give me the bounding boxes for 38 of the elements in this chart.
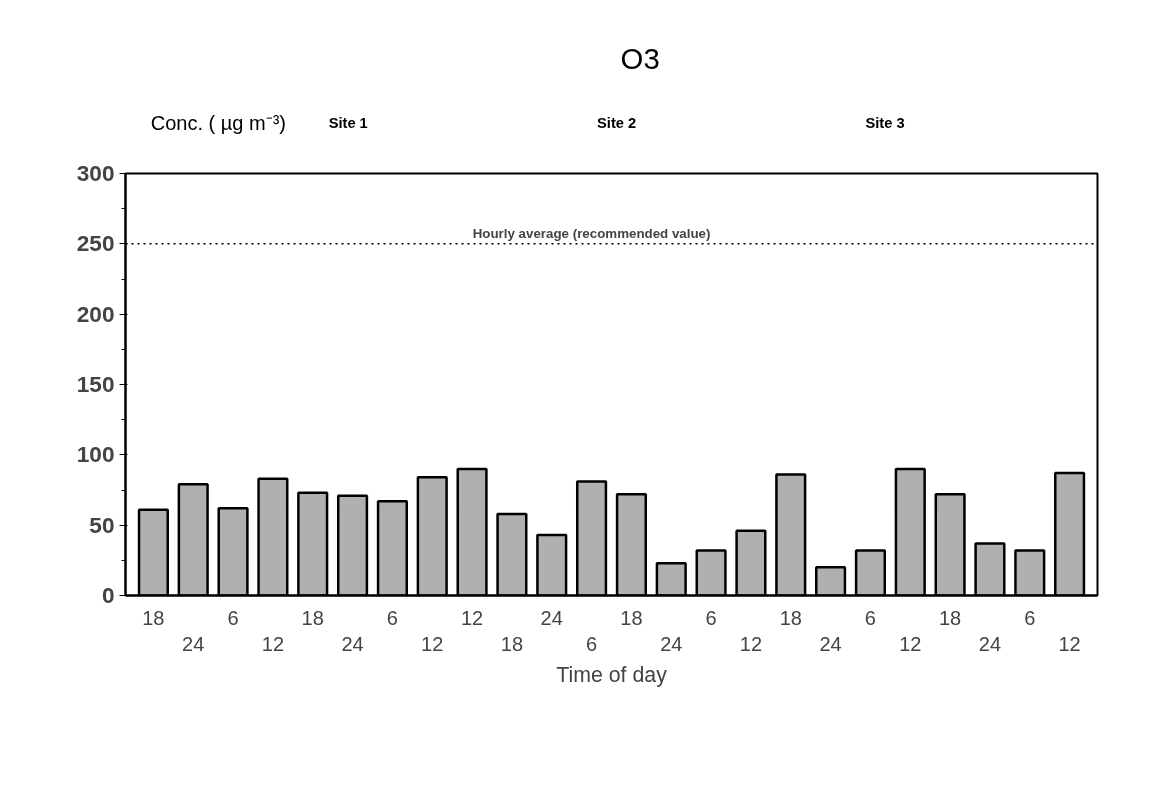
x-tick-label: 6 [586, 632, 598, 655]
x-tick-label: 18 [142, 606, 165, 629]
x-tick-label: 6 [864, 606, 876, 629]
text: Site 3 [865, 114, 905, 131]
x-tick-label: 24 [978, 632, 1002, 655]
y-axis-title: Conc. ( µg m⁻³) [150, 111, 286, 134]
x-tick-label: 12 [261, 632, 285, 655]
x-tick-label: 12 [1058, 632, 1081, 655]
y-tick-label: 200 [76, 300, 115, 327]
x-tick-label: 6 [1024, 606, 1036, 629]
x-tick-label: 24 [660, 632, 683, 655]
x-tick-label: 12 [460, 606, 484, 629]
x-tick-label: 6 [227, 606, 239, 629]
x-tick-label: 6 [705, 606, 717, 629]
y-tick-label: 50 [89, 511, 115, 538]
x-tick-label: 18 [938, 606, 962, 629]
x-tick-label: 12 [899, 632, 922, 655]
y-tick-label: 250 [76, 230, 115, 257]
y-tick-label: 300 [76, 160, 115, 186]
x-tick-label: 24 [182, 632, 205, 655]
y-tick-label: 150 [76, 371, 115, 397]
x-axis-title: Time of day [556, 662, 668, 687]
x-tick-label: 24 [819, 632, 842, 655]
chart-title: O3 [620, 42, 660, 76]
y-tick-label: 100 [76, 441, 115, 468]
x-tick-label: 12 [739, 632, 763, 655]
x-tick-label: 18 [301, 606, 324, 629]
text: Site 1 [328, 114, 368, 131]
text: Site 2 [597, 114, 637, 131]
x-tick-label: 12 [421, 632, 444, 655]
x-tick-label: 24 [540, 606, 563, 629]
ref-line-label: Hourly average (recommended value) [472, 225, 711, 241]
x-tick-label: 18 [779, 606, 802, 629]
x-tick-label: 18 [500, 632, 524, 655]
x-tick-label: 18 [620, 606, 643, 629]
y-tick-label: 0 [101, 582, 115, 608]
x-tick-label: 24 [341, 632, 364, 655]
x-tick-label: 6 [386, 606, 398, 629]
